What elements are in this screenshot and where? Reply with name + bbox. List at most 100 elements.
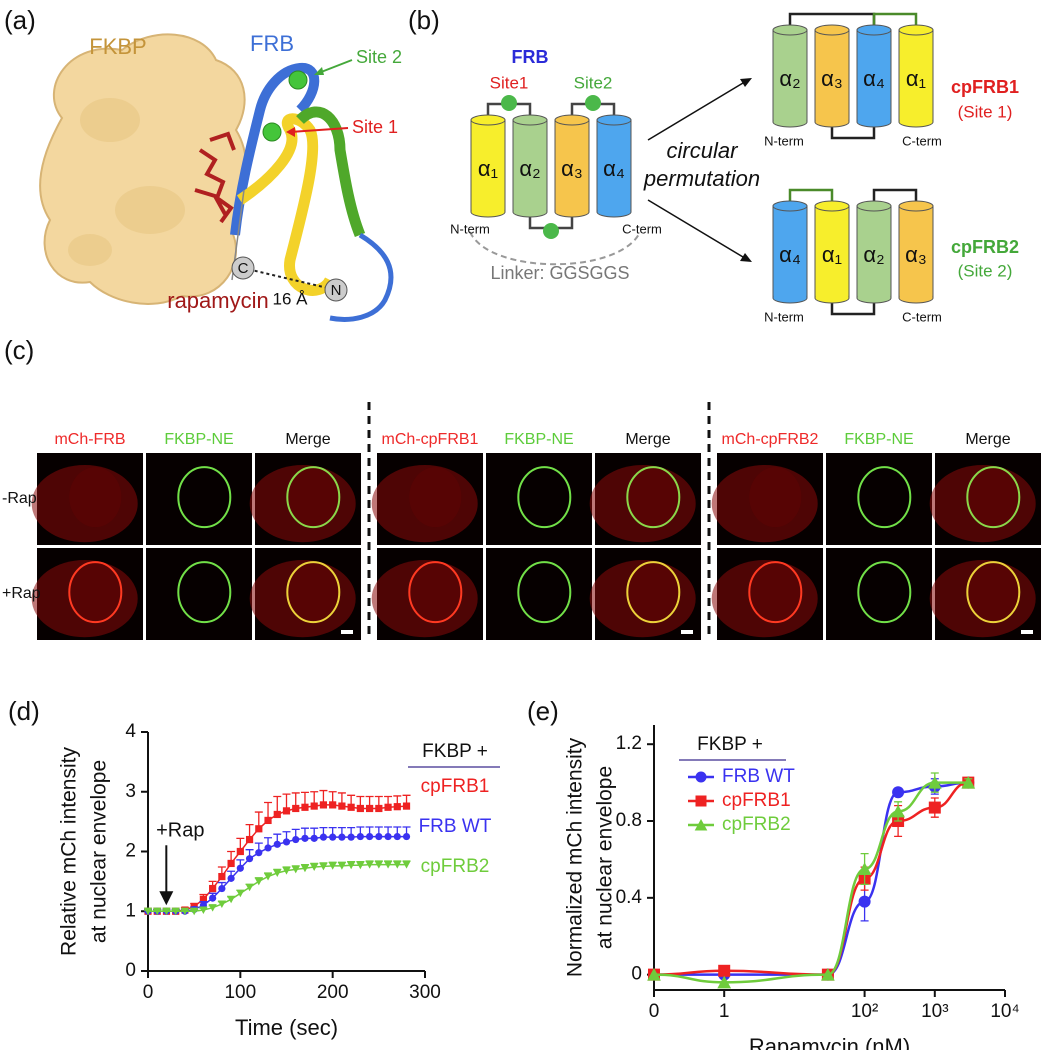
x-tick-label: 1 [719,1001,730,1022]
marker [255,849,263,857]
marker [928,801,941,814]
helix-cap [814,200,850,212]
marker [301,834,309,842]
nuclear-envelope [517,561,572,624]
marker [218,872,226,881]
ribbon-blue [230,63,320,236]
marker [162,907,171,916]
helix-body [773,206,807,298]
fkbp-surface [39,33,248,305]
helix-cap [856,24,892,36]
column-header: FKBP-NE [844,431,913,448]
marker [310,863,319,871]
y-axis-label: at nuclear envelope [88,760,111,943]
row-label: +Rap [2,585,41,602]
y-tick-label: 3 [125,781,136,802]
column-header: FKBP-NE [504,431,573,448]
x-tick-label: 0 [143,982,154,1003]
marker [319,862,328,871]
marker [180,907,190,916]
n-term: N-term [764,133,804,148]
panel-label: (b) [408,5,440,35]
helix-cap [554,114,590,126]
arrow-head [159,891,174,906]
legend-label: FRB WT [722,766,795,787]
helix-body [597,120,631,212]
helix-cap [596,114,632,126]
marker [647,968,661,981]
x-tick-label: 100 [224,982,256,1003]
nuclear-envelope [857,561,912,624]
marker [857,862,872,876]
marker [245,883,254,892]
helix-cap [772,24,808,36]
arrow-head [740,78,752,87]
helix-label: α₄ [863,66,885,91]
y-tick-label: 2 [125,841,136,862]
cpfrb2-site: (Site 2) [958,261,1013,280]
marker [264,816,272,825]
arrow-head [314,67,324,75]
nucleus [749,467,802,528]
marker [384,803,392,811]
surface-shade [80,98,140,142]
x-tick-label: 200 [317,982,349,1003]
marker [927,776,942,789]
legend-label: cpFRB1 [421,776,490,797]
c-label: C [238,260,249,277]
nuclear-envelope [408,561,463,624]
rapamycin-label: rapamycin [167,288,268,313]
helix-body [815,206,849,298]
marker [208,904,217,912]
marker [282,867,291,875]
nuclear-envelope [626,561,681,624]
y-axis-label: Normalized mCh intensity [564,737,587,977]
helix-body [857,30,891,122]
ribbon-loop [329,232,394,322]
marker [291,865,300,874]
marker [209,884,217,893]
column-header: Merge [625,431,670,448]
marker [338,833,346,841]
helix-label: α₁ [906,66,926,91]
marker [301,803,309,811]
connector [788,12,876,26]
helix-label: α₂ [779,66,800,91]
nucleus [967,467,1020,528]
x-axis-label: Rapamycin (nM) [749,1034,910,1050]
marker [236,864,244,872]
marker [338,802,346,810]
helix-body [773,30,807,122]
n-terminus [324,278,348,302]
marker [319,801,328,809]
frb-title: FRB [512,47,549,67]
helix-body [471,120,505,212]
nuclear-envelope [177,466,232,529]
marker [310,834,318,842]
helix-body [815,30,849,122]
c-term: C-term [902,309,942,324]
y-tick-label: 1 [125,900,136,921]
helix-label: α₄ [779,242,801,267]
marker [961,776,976,789]
surface-shade [68,234,112,266]
legend-label: cpFRB1 [722,790,791,811]
scale-bar [1021,630,1033,634]
panel-b: (b) FRB Site1 Site2 Linker: GGSGGS circu… [408,5,1019,325]
marker [217,900,227,909]
nucleus [627,467,680,528]
marker [190,907,199,916]
marker [245,855,254,863]
ribbon-green [296,106,366,238]
marker [292,835,300,844]
arrow-head [740,253,752,262]
column-header: Merge [965,431,1010,448]
y-tick-label: 0 [125,960,136,981]
legend-marker [695,795,707,807]
helix-cap [470,114,506,126]
helix-body [899,206,933,298]
helix-label: α₂ [863,242,884,267]
column-header: Merge [285,431,330,448]
n-term: N-term [764,309,804,324]
